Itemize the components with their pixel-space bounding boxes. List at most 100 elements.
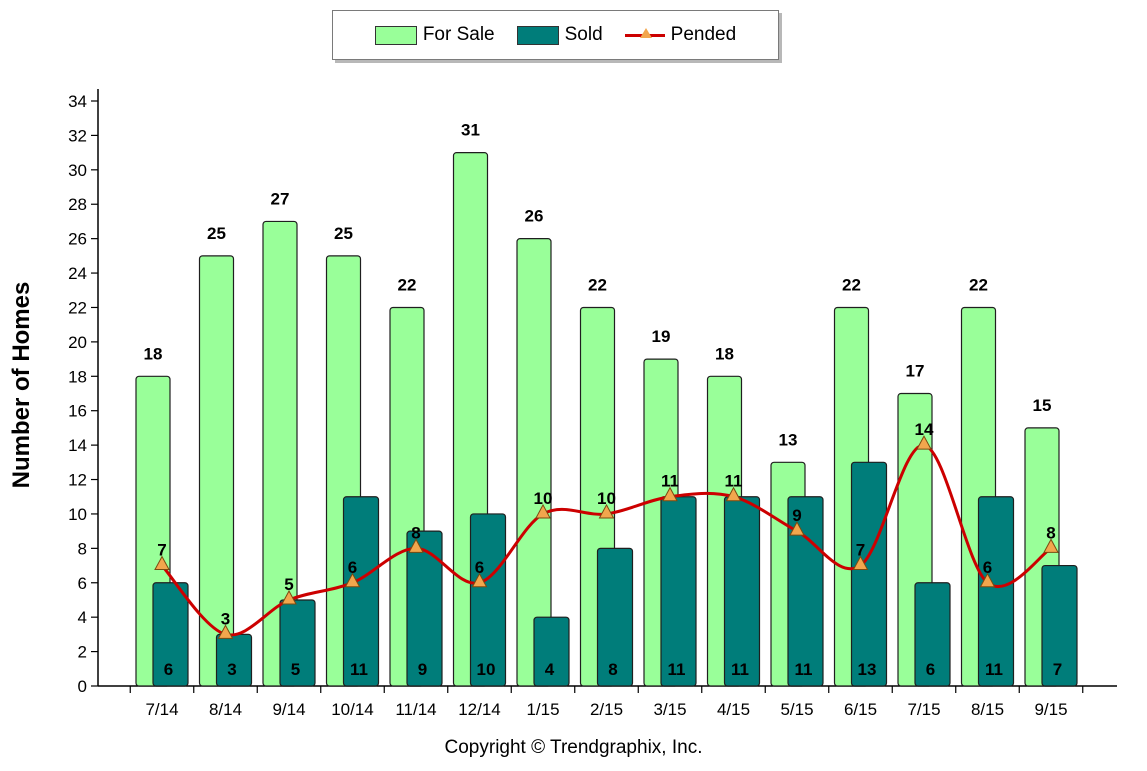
data-label-for-sale: 13 [779, 430, 798, 449]
y-tick-label: 16 [68, 402, 87, 421]
data-label-sold: 11 [350, 660, 368, 679]
data-label-sold: 6 [164, 660, 173, 679]
pended-marker [535, 503, 551, 519]
for-sale-swatch [374, 25, 417, 45]
data-label-sold: 8 [608, 660, 617, 679]
y-tick-label: 30 [68, 161, 87, 180]
legend-item-pended: Pended [624, 24, 737, 46]
data-label-pended: 5 [284, 575, 293, 594]
data-label-sold: 3 [227, 660, 236, 679]
legend-label-sold: Sold [564, 24, 603, 45]
x-tick-label: 8/14 [209, 700, 242, 719]
y-tick-label: 12 [68, 471, 87, 490]
pended-marker [344, 572, 361, 588]
x-tick-label: 9/14 [272, 700, 305, 719]
y-tick-label: 14 [68, 436, 87, 455]
data-label-sold: 13 [858, 660, 877, 679]
legend-label-for-sale: For Sale [422, 24, 495, 45]
data-label-pended: 8 [1046, 523, 1055, 542]
data-label-pended: 9 [792, 506, 801, 525]
legend-label-pended: Pended [670, 24, 737, 45]
data-label-for-sale: 22 [842, 275, 861, 294]
bar-sold [1041, 564, 1078, 687]
bar-for-sale [198, 255, 235, 687]
data-label-pended: 6 [983, 558, 992, 577]
copyright: Copyright © Trendgraphix, Inc. [444, 737, 703, 758]
pended-marker [217, 624, 234, 639]
x-tick-label: 5/15 [780, 700, 813, 719]
pended-marker [598, 503, 615, 519]
bar-sold [977, 496, 1015, 687]
pended-marker [154, 555, 170, 571]
data-label-for-sale: 18 [144, 344, 163, 363]
x-tick-label: 9/15 [1034, 700, 1067, 719]
pended-marker-icon [639, 28, 652, 38]
data-label-sold: 10 [477, 660, 496, 679]
data-label-for-sale: 25 [334, 224, 353, 243]
data-label-for-sale: 17 [906, 362, 925, 381]
y-tick-label: 20 [68, 333, 87, 352]
y-tick-label: 6 [78, 574, 87, 593]
bar-sold [596, 547, 634, 687]
y-tick-label: 4 [78, 608, 87, 627]
bar-sold [342, 496, 380, 687]
data-label-pended: 10 [597, 489, 616, 508]
legend-item-for-sale: For Sale [374, 24, 495, 46]
bar-for-sale [516, 238, 552, 687]
bar-sold [469, 513, 507, 687]
data-label-for-sale: 26 [525, 207, 544, 226]
sold-swatch [516, 25, 559, 45]
bar-sold [914, 582, 951, 687]
legend: For Sale Sold Pended [332, 10, 779, 60]
x-tick-label: 7/15 [907, 700, 940, 719]
data-label-pended: 3 [221, 609, 230, 628]
y-tick-label: 18 [68, 367, 87, 386]
legend-item-sold: Sold [516, 24, 603, 46]
data-label-pended: 10 [534, 489, 553, 508]
x-tick-label: 11/14 [395, 700, 436, 719]
pended-marker [852, 555, 869, 571]
data-label-sold: 7 [1053, 660, 1062, 679]
pended-marker [789, 521, 805, 536]
data-label-sold: 9 [418, 660, 427, 679]
y-tick-label: 28 [68, 195, 87, 214]
data-label-for-sale: 22 [588, 275, 607, 294]
y-tick-label: 10 [68, 505, 87, 524]
bar-sold [152, 582, 189, 687]
data-label-sold: 5 [291, 660, 300, 679]
data-label-for-sale: 19 [652, 327, 671, 346]
x-tick-label: 7/14 [145, 700, 178, 719]
pended-marker [725, 486, 742, 502]
data-label-for-sale: 27 [271, 189, 290, 208]
pended-marker [1043, 538, 1059, 553]
pended-marker [281, 589, 297, 605]
x-tick-label: 6/15 [844, 700, 877, 719]
y-tick-label: 2 [78, 643, 87, 662]
bar-sold [660, 496, 697, 687]
data-label-pended: 7 [157, 541, 166, 560]
bar-sold [723, 496, 761, 687]
pended-marker [471, 572, 488, 588]
x-tick-label: 2/15 [590, 700, 623, 719]
data-label-sold: 11 [985, 660, 1003, 679]
x-tick-label: 8/15 [971, 700, 1004, 719]
y-tick-label: 32 [68, 126, 87, 145]
data-label-pended: 8 [411, 523, 420, 542]
y-tick-label: 22 [68, 298, 87, 317]
x-tick-label: 3/15 [653, 700, 686, 719]
y-tick-label: 34 [68, 92, 87, 111]
pended-marker [979, 572, 996, 588]
data-label-sold: 11 [668, 660, 686, 679]
data-label-for-sale: 31 [461, 121, 480, 140]
bar-for-sale [262, 220, 298, 687]
data-label-pended: 14 [915, 420, 934, 439]
bar-sold [279, 599, 316, 687]
data-label-pended: 6 [475, 558, 484, 577]
bar-sold [850, 461, 888, 687]
pended-marker [916, 435, 932, 450]
bar-sold [406, 530, 443, 687]
data-label-sold: 11 [731, 660, 749, 679]
bar-sold [533, 616, 570, 687]
data-label-for-sale: 25 [207, 224, 226, 243]
